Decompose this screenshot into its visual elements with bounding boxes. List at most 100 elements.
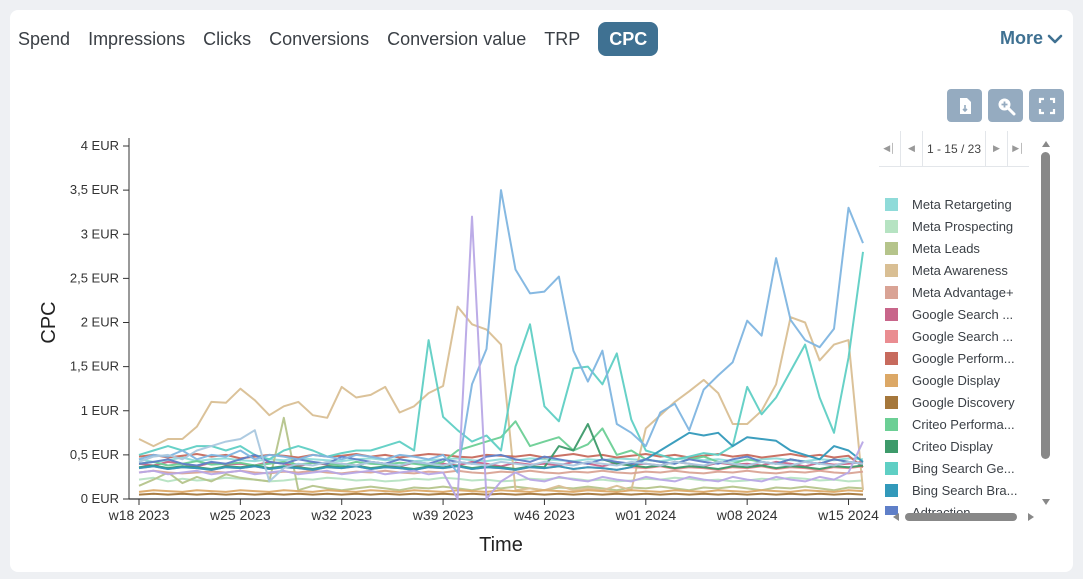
y-tick-label: 2 EUR: [81, 315, 119, 330]
x-tick-label: w08 2024: [716, 507, 778, 523]
x-tick-label: w01 2024: [614, 507, 676, 523]
zoom-button[interactable]: [988, 89, 1023, 122]
series-line: [138, 431, 864, 471]
legend-item[interactable]: Google Search ...: [885, 303, 1030, 325]
series-line: [138, 429, 864, 483]
chart-legend: ◀│ ◀ 1 - 15 / 23 ▶ ▶│ Meta Retargeting Me…: [879, 131, 1044, 515]
legend-swatch: [885, 241, 898, 255]
legend-item[interactable]: Meta Leads: [885, 237, 1030, 259]
legend-label: Criteo Display: [912, 438, 993, 454]
legend-items: Meta Retargeting Meta Prospecting Meta Lea…: [885, 193, 1030, 515]
legend-swatch: [885, 417, 898, 431]
next-page-button[interactable]: ▶: [985, 131, 1007, 167]
legend-swatch: [885, 439, 898, 453]
legend-item[interactable]: Meta Retargeting: [885, 193, 1030, 215]
x-tick-label: w46 2023: [513, 507, 575, 523]
scroll-left-arrow-icon[interactable]: [893, 513, 899, 521]
legend-horizontal-scrollbar[interactable]: [905, 513, 1017, 521]
more-label: More: [999, 28, 1043, 48]
legend-item[interactable]: Google Discovery: [885, 391, 1030, 413]
y-tick-label: 1 EUR: [81, 403, 119, 418]
legend-vertical-scrollbar[interactable]: [1041, 152, 1050, 459]
x-tick-label: w15 2024: [817, 507, 879, 523]
legend-item[interactable]: Meta Awareness: [885, 259, 1030, 281]
more-dropdown[interactable]: More: [1000, 28, 1063, 49]
tab-clicks[interactable]: Clicks: [203, 29, 252, 49]
legend-swatch: [885, 329, 898, 343]
series-line: [138, 251, 864, 461]
legend-swatch: [885, 219, 898, 233]
tab-conversions[interactable]: Conversions: [269, 29, 370, 49]
legend-pager: ◀│ ◀ 1 - 15 / 23 ▶ ▶│: [879, 131, 1029, 167]
legend-item[interactable]: Bing Search Bra...: [885, 479, 1030, 501]
y-tick-label: 3,5 EUR: [70, 182, 119, 197]
legend-item[interactable]: Google Display: [885, 369, 1030, 391]
legend-label: Meta Retargeting: [912, 196, 1012, 212]
legend-swatch: [885, 461, 898, 475]
legend-item[interactable]: Adtraction: [885, 501, 1030, 515]
legend-label: Meta Awareness: [912, 262, 1008, 278]
legend-label: Google Display: [912, 372, 1001, 388]
legend-item[interactable]: Criteo Performa...: [885, 413, 1030, 435]
y-tick-label: 4 EUR: [81, 138, 119, 153]
first-page-button[interactable]: ◀│: [879, 131, 901, 167]
legend-label: Google Search ...: [912, 306, 1014, 322]
legend-item[interactable]: Google Search ...: [885, 325, 1030, 347]
legend-label: Meta Leads: [912, 240, 980, 256]
export-button[interactable]: [947, 89, 982, 122]
legend-item[interactable]: Criteo Display: [885, 435, 1030, 457]
chevron-down-icon: [1047, 34, 1063, 43]
series-line: [138, 492, 864, 496]
tab-cpc[interactable]: CPC: [598, 22, 659, 56]
tab-trp[interactable]: TRP: [544, 29, 581, 49]
x-tick-label: w18 2023: [108, 507, 170, 523]
fullscreen-icon: [1038, 97, 1055, 114]
y-tick-label: 2,5 EUR: [70, 270, 119, 285]
legend-swatch: [885, 197, 898, 211]
y-tick-label: 0,5 EUR: [70, 447, 119, 462]
scroll-down-arrow-icon[interactable]: [1042, 499, 1050, 505]
legend-swatch: [885, 505, 898, 515]
tab-conversion-value[interactable]: Conversion value: [387, 29, 527, 49]
legend-label: Adtraction: [912, 504, 971, 516]
legend-item[interactable]: Meta Prospecting: [885, 215, 1030, 237]
x-tick-label: w39 2023: [412, 507, 474, 523]
legend-swatch: [885, 351, 898, 365]
legend-item[interactable]: Bing Search Ge...: [885, 457, 1030, 479]
legend-item[interactable]: Google Perform...: [885, 347, 1030, 369]
legend-swatch: [885, 263, 898, 277]
legend-swatch: [885, 285, 898, 299]
export-icon: [959, 97, 971, 114]
tab-impressions[interactable]: Impressions: [88, 29, 186, 49]
y-tick-label: 1,5 EUR: [70, 359, 119, 374]
legend-swatch: [885, 395, 898, 409]
scroll-right-arrow-icon[interactable]: [1028, 513, 1034, 521]
legend-swatch: [885, 307, 898, 321]
legend-label: Google Perform...: [912, 350, 1015, 366]
x-tick-label: w32 2023: [310, 507, 372, 523]
x-axis-title: Time: [479, 534, 523, 556]
series-line: [138, 215, 864, 500]
legend-label: Bing Search Ge...: [912, 460, 1015, 476]
series-line: [138, 416, 864, 492]
chart-toolbar: [947, 89, 1064, 122]
zoom-icon: [998, 98, 1015, 115]
last-page-button[interactable]: ▶│: [1007, 131, 1029, 167]
tab-spend[interactable]: Spend: [18, 29, 71, 49]
legend-label: Google Search ...: [912, 328, 1014, 344]
series-line: [138, 305, 864, 492]
y-axis-title: CPC: [38, 301, 60, 343]
legend-swatch: [885, 373, 898, 387]
legend-label: Meta Advantage+: [912, 284, 1014, 300]
scroll-up-arrow-icon[interactable]: [1042, 141, 1050, 147]
prev-page-button[interactable]: ◀: [901, 131, 923, 167]
metric-tabs: Spend Impressions Clicks Conversions Con…: [18, 22, 676, 56]
legend-swatch: [885, 483, 898, 497]
series-line: [138, 489, 864, 493]
y-tick-label: 3 EUR: [81, 226, 119, 241]
legend-item[interactable]: Meta Advantage+: [885, 281, 1030, 303]
fullscreen-button[interactable]: [1029, 89, 1064, 122]
series-line: [138, 420, 864, 467]
legend-page-info: 1 - 15 / 23: [926, 141, 982, 156]
legend-label: Criteo Performa...: [912, 416, 1015, 432]
